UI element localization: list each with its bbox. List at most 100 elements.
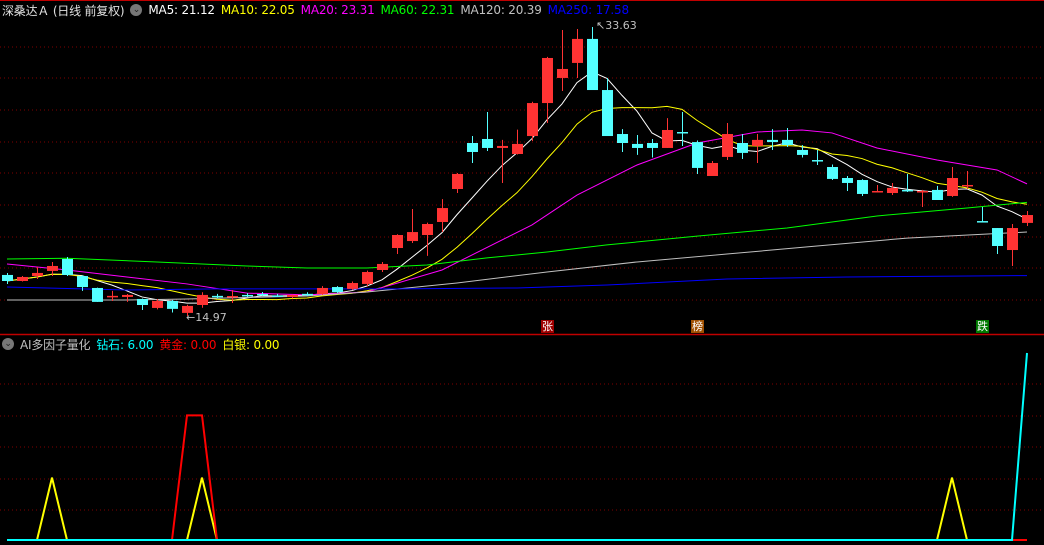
- candle-body: [227, 296, 238, 298]
- candle: [62, 256, 73, 277]
- marker-bang[interactable]: 榜: [691, 320, 704, 333]
- candle: [632, 134, 643, 155]
- candle: [977, 206, 988, 223]
- candle-body: [452, 173, 463, 190]
- ma10-line: [6, 105, 1028, 301]
- candle-body: [17, 276, 28, 281]
- candle-body: [317, 287, 328, 295]
- indicator-lines: [7, 352, 1028, 541]
- indicator-header: ⌄ AI多因子量化 钻石: 6.00 黄金: 0.00 白银: 0.00: [2, 335, 285, 353]
- candle-body: [737, 143, 748, 153]
- candle: [902, 173, 913, 192]
- candle-body: [752, 139, 763, 146]
- candle-body: [257, 294, 268, 296]
- candle: [872, 184, 883, 193]
- candle: [797, 145, 808, 158]
- candle: [512, 129, 523, 155]
- candle-body: [887, 187, 898, 194]
- high-price-label: ↖33.63: [596, 19, 637, 32]
- candle: [482, 112, 493, 152]
- candle: [617, 129, 628, 152]
- candle: [17, 276, 28, 282]
- candle-body: [92, 287, 103, 302]
- silver-name: 白银:: [222, 337, 250, 352]
- candles: [2, 27, 1033, 316]
- ma60-line: [6, 201, 1028, 269]
- candle: [437, 199, 448, 233]
- dropdown-icon[interactable]: ⌄: [2, 338, 14, 350]
- diamond-value: 6.00: [127, 337, 154, 352]
- gold-value: 0.00: [190, 337, 217, 352]
- marker-zhang[interactable]: 张: [541, 320, 554, 333]
- candle: [422, 222, 433, 256]
- candle: [122, 294, 133, 302]
- candle-body: [812, 160, 823, 162]
- candle: [497, 139, 508, 183]
- candle-body: [422, 224, 433, 235]
- dropdown-icon[interactable]: ⌄: [130, 4, 143, 16]
- candle-body: [77, 276, 88, 288]
- candle-body: [677, 132, 688, 134]
- gold-name: 黄金:: [159, 337, 187, 352]
- ma10-label: MA10: 22.05: [220, 3, 295, 17]
- candle: [677, 112, 688, 146]
- candle: [1007, 224, 1018, 266]
- candle: [662, 118, 673, 148]
- candle-body: [947, 178, 958, 196]
- ma20-label: MA20: 23.31: [300, 3, 375, 17]
- candle: [92, 287, 103, 302]
- candle: [47, 261, 58, 277]
- candle: [962, 171, 973, 190]
- candle-body: [602, 90, 613, 137]
- candle-body: [437, 208, 448, 222]
- candle: [227, 289, 238, 303]
- candle: [827, 164, 838, 181]
- diamond-label: 钻石: 6.00: [96, 336, 153, 353]
- candle: [362, 270, 373, 287]
- candle: [812, 149, 823, 165]
- candle: [542, 56, 553, 124]
- candle-body: [302, 293, 313, 296]
- low-price-label: ←14.97: [186, 311, 227, 324]
- candle: [752, 134, 763, 163]
- candle: [647, 138, 658, 158]
- stock-title[interactable]: 深桑达Ａ (日线 前复权): [2, 3, 125, 18]
- candle: [992, 228, 1003, 255]
- candle-body: [872, 191, 883, 193]
- candle-body: [707, 162, 718, 176]
- candle: [587, 27, 598, 91]
- candle-body: [482, 138, 493, 148]
- ma250-line: [6, 275, 1028, 291]
- marker-die[interactable]: 跌: [976, 320, 989, 333]
- ma120-label: MA120: 20.39: [460, 3, 542, 17]
- indicator-钻石-line: [7, 352, 1028, 541]
- candle-body: [842, 178, 853, 183]
- candle-body: [347, 283, 358, 289]
- candle-body: [542, 57, 553, 104]
- candle-body: [587, 38, 598, 91]
- candle-body: [797, 149, 808, 155]
- indicator-title[interactable]: AI多因子量化: [20, 337, 91, 352]
- silver-value: 0.00: [253, 337, 280, 352]
- candle-body: [902, 189, 913, 192]
- candle-body: [557, 68, 568, 78]
- candle-body: [572, 38, 583, 63]
- candle-body: [782, 139, 793, 146]
- candle-body: [617, 134, 628, 144]
- candle: [947, 167, 958, 197]
- candle: [332, 286, 343, 294]
- candle: [932, 185, 943, 200]
- candle-body: [137, 298, 148, 306]
- candle-body: [722, 134, 733, 157]
- candle: [137, 298, 148, 310]
- candle: [272, 293, 283, 297]
- candle: [152, 298, 163, 310]
- candle: [212, 293, 223, 299]
- candle: [2, 272, 13, 284]
- candle-body: [272, 295, 283, 297]
- candle: [302, 292, 313, 297]
- main-header: 深桑达Ａ (日线 前复权) ⌄ MA5: 21.12 MA10: 22.05 M…: [2, 1, 635, 19]
- candle: [287, 294, 298, 299]
- candle-body: [632, 143, 643, 148]
